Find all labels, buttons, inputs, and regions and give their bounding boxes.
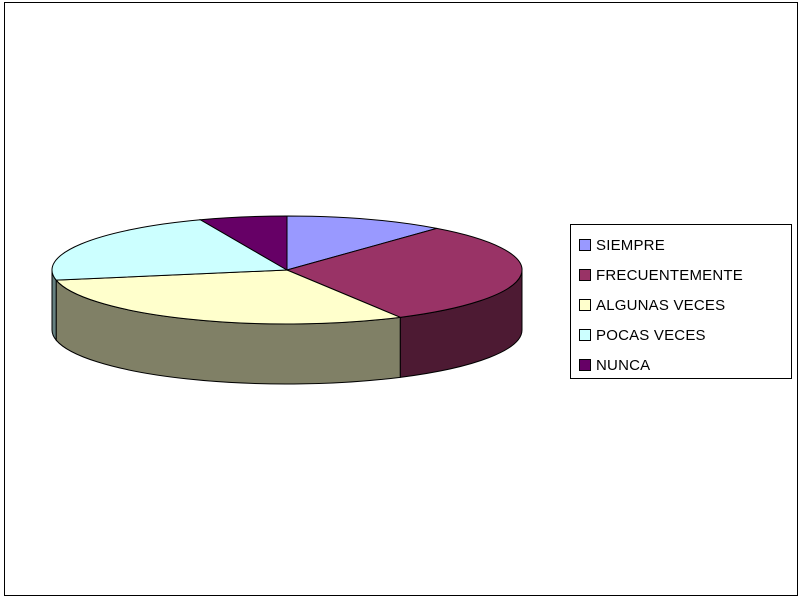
legend-label: NUNCA <box>596 356 651 374</box>
legend-label: POCAS VECES <box>596 326 706 344</box>
pie-tops <box>51 215 523 325</box>
legend-item-pocas-veces: POCAS VECES <box>579 320 791 350</box>
legend-item-algunas-veces: ALGUNAS VECES <box>579 290 791 320</box>
pie-slice-algunas-veces <box>55 269 403 325</box>
pie-side-pocas-veces <box>51 269 57 342</box>
legend-swatch <box>579 239 591 251</box>
legend-item-nunca: NUNCA <box>579 350 791 380</box>
legend-swatch <box>579 269 591 281</box>
pie-slice-nunca <box>198 215 288 271</box>
legend-swatch <box>579 299 591 311</box>
legend-label: ALGUNAS VECES <box>596 296 726 314</box>
legend: SIEMPRE FRECUENTEMENTE ALGUNAS VECES POCAS … <box>570 224 792 379</box>
legend-item-frecuentemente: FRECUENTEMENTE <box>579 260 791 290</box>
pie-slice-pocas-veces <box>51 219 289 281</box>
pie-slice-siempre <box>286 215 437 271</box>
legend-item-siempre: SIEMPRE <box>579 230 791 260</box>
legend-swatch <box>579 329 591 341</box>
legend-swatch <box>579 359 591 371</box>
legend-label: FRECUENTEMENTE <box>596 266 743 284</box>
legend-label: SIEMPRE <box>596 236 665 254</box>
pie-slice-frecuentemente <box>285 227 523 318</box>
